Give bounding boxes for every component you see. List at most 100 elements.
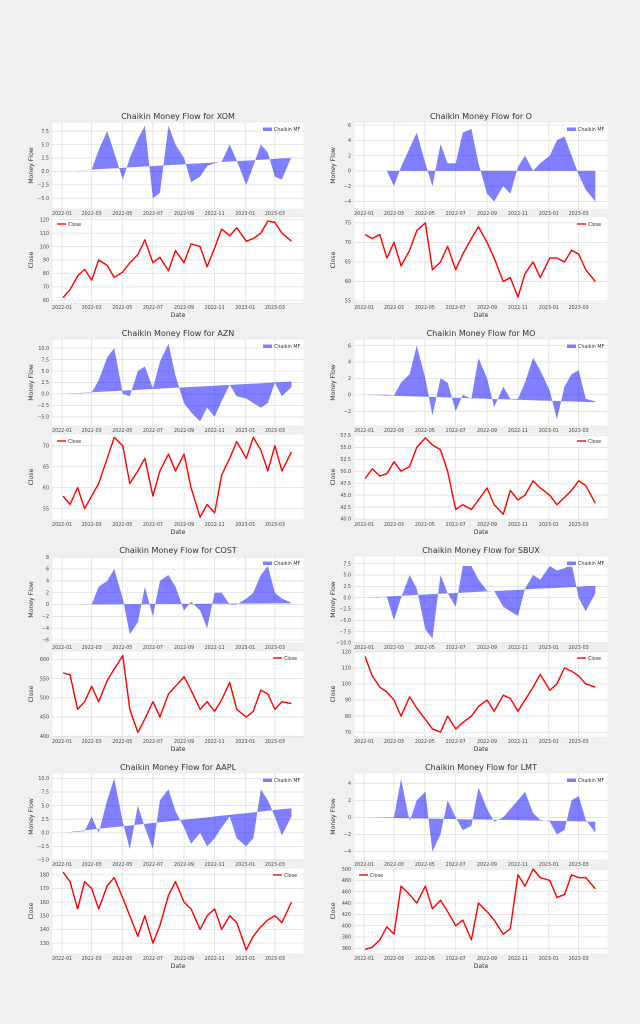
money-flow-area — [63, 343, 292, 422]
x-tick-label: 2022-05 — [415, 862, 435, 868]
y-tick-label: 170 — [40, 886, 49, 892]
x-tick-label: 2023-03 — [569, 739, 589, 745]
x-tick-label: 2023-03 — [569, 862, 589, 868]
x-tick-label: 2022-07 — [143, 305, 163, 311]
close-axes: 2022-01 2022-03 2022-05 2022-07 2022-09 2022-… — [28, 433, 305, 536]
x-tick-label: 2022-01 — [354, 428, 374, 434]
y-tick-label: 65 — [345, 260, 351, 266]
x-tick-label: 2022-07 — [446, 305, 466, 311]
axes-background — [51, 121, 305, 210]
x-tick-label: 2022-05 — [112, 522, 132, 528]
x-tick-label: 2022-07 — [143, 428, 163, 434]
y-tick-label: 80 — [43, 271, 49, 277]
x-tick-label: 2022-09 — [174, 645, 194, 651]
close-line — [62, 871, 293, 951]
axes-background — [353, 216, 609, 304]
panel-title: Chaikin Money Flow for COST — [119, 546, 237, 555]
y-tick-label: 55 — [345, 299, 351, 305]
legend-box — [575, 220, 605, 228]
x-tick-label: 2022-05 — [112, 956, 132, 962]
y-tick-label: 55 — [43, 506, 49, 512]
x-tick-label: 2022-09 — [477, 211, 497, 217]
x-tick-label: 2022-03 — [384, 522, 404, 528]
x-tick-label: 2022-07 — [446, 211, 466, 217]
x-tick-label: 2023-01 — [539, 428, 559, 434]
y-tick-label: 440 — [342, 901, 351, 907]
panel-title: Chaikin Money Flow for AAPL — [120, 763, 237, 772]
y-tick-label: 70 — [345, 240, 351, 246]
y-tick-label: 360 — [342, 946, 351, 952]
x-tick-label: 2022-01 — [354, 522, 374, 528]
legend-box — [261, 342, 301, 350]
y-axis-label: Close — [28, 902, 35, 919]
x-tick-label: 2022-05 — [415, 305, 435, 311]
close-line — [364, 437, 596, 515]
axes-background — [51, 867, 305, 955]
y-tick-label: 460 — [342, 889, 351, 895]
y-tick-label: 2 — [348, 798, 351, 804]
legend-box — [357, 871, 387, 879]
x-tick-label: 2022-11 — [508, 956, 528, 962]
y-tick-label: 52.5 — [340, 457, 351, 463]
legend: Close — [575, 437, 605, 445]
x-tick-label: 2023-03 — [569, 211, 589, 217]
y-tick-label: 110 — [342, 666, 351, 672]
y-tick-label: −4 — [344, 849, 351, 855]
x-tick-label: 2023-01 — [235, 522, 255, 528]
y-tick-label: −5.0 — [37, 858, 49, 864]
panel-title: Chaikin Money Flow for SBUX — [422, 546, 540, 555]
legend-label: Chaikin MF — [578, 344, 604, 350]
y-tick-label: 7.5 — [41, 357, 49, 363]
y-tick-label: 380 — [342, 935, 351, 941]
x-tick-label: 2023-01 — [235, 428, 255, 434]
y-tick-label: −5.0 — [37, 196, 49, 202]
x-tick-label: 2023-01 — [235, 956, 255, 962]
x-tick-label: 2022-05 — [112, 305, 132, 311]
legend-label: Close — [68, 222, 81, 228]
x-tick-label: 2022-09 — [174, 211, 194, 217]
close-axes: 2022-01 2022-03 2022-05 2022-07 2022-09 2022-… — [330, 433, 609, 536]
legend-label: Close — [370, 873, 383, 879]
legend-label: Chaikin MF — [578, 127, 604, 133]
y-tick-label: 140 — [40, 927, 49, 933]
x-tick-label: 2023-01 — [539, 739, 559, 745]
y-tick-label: 0.0 — [41, 392, 49, 398]
y-tick-label: 2 — [46, 590, 49, 596]
x-tick-label: 2023-03 — [265, 956, 285, 962]
x-tick-label: 2023-03 — [569, 428, 589, 434]
x-tick-label: 2023-01 — [235, 305, 255, 311]
legend: Close — [575, 654, 605, 662]
x-tick-label: 2022-09 — [477, 428, 497, 434]
y-tick-label: 7.5 — [343, 561, 351, 567]
x-tick-label: 2022-11 — [508, 862, 528, 868]
x-tick-label: 2022-11 — [508, 522, 528, 528]
close-line — [62, 220, 292, 299]
y-tick-label: 0 — [46, 602, 49, 608]
x-axis-label: Date — [474, 312, 489, 319]
x-tick-label: 2023-01 — [235, 211, 255, 217]
x-axis-label: Date — [474, 746, 489, 753]
x-tick-label: 2022-11 — [508, 305, 528, 311]
legend-label: Chaikin MF — [274, 778, 300, 784]
x-tick-label: 2022-07 — [446, 956, 466, 962]
x-axis-label: Date — [171, 746, 186, 753]
y-axis-label: Money Flow — [330, 147, 337, 184]
y-tick-label: 150 — [40, 913, 49, 919]
x-tick-label: 2023-01 — [539, 522, 559, 528]
y-tick-label: 100 — [342, 682, 351, 688]
y-tick-label: 2.5 — [41, 380, 49, 386]
money-flow-area — [365, 563, 596, 639]
y-axis-label: Money Flow — [28, 581, 35, 618]
x-tick-label: 2022-05 — [415, 956, 435, 962]
y-axis-label: Money Flow — [28, 147, 35, 184]
panel-title: Chaikin Money Flow for MO — [427, 329, 536, 338]
y-tick-label: 0 — [348, 169, 351, 175]
y-tick-label: 45.0 — [340, 493, 351, 499]
money-flow-axes: 2022-01 2022-03 2022-05 2022-07 2022-09 2022-… — [28, 338, 305, 442]
x-tick-label: 2022-11 — [205, 428, 225, 434]
legend-swatch — [263, 561, 272, 565]
x-tick-label: 2022-07 — [143, 739, 163, 745]
y-tick-label: 80 — [345, 714, 351, 720]
y-tick-label: −10.0 — [336, 641, 351, 647]
